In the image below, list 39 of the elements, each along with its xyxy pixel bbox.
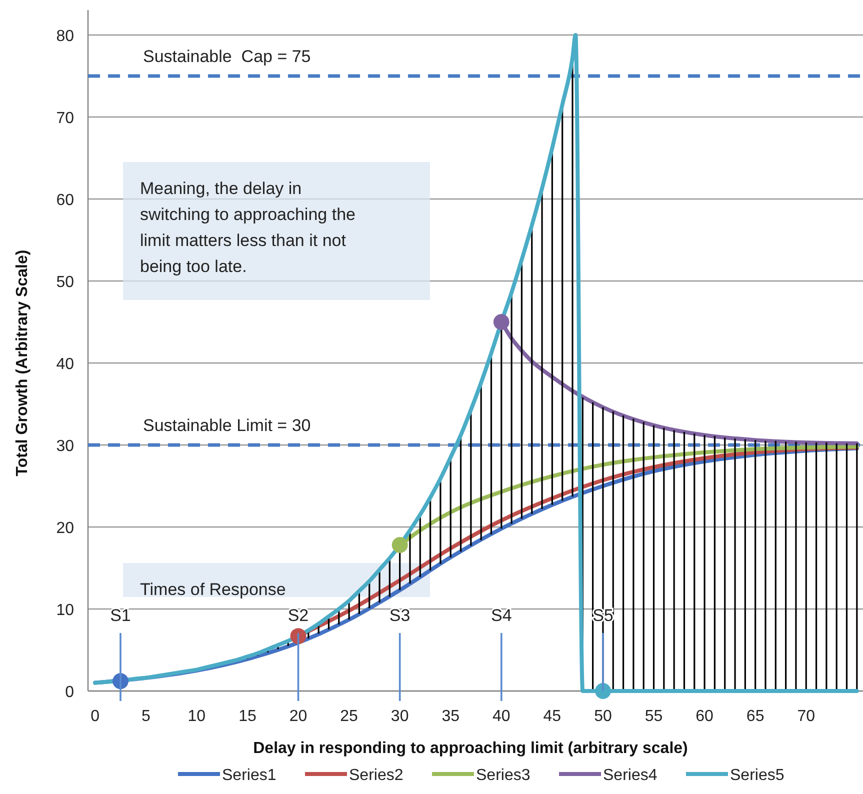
- y-tick-label: 0: [65, 684, 74, 701]
- annotation: Meaning, the delay in switching to approaching the limit matters less than it not being too late.: [140, 179, 356, 276]
- x-tick-label: 20: [289, 708, 308, 725]
- annotation: S3: [389, 606, 410, 625]
- x-tick-label: 60: [696, 708, 714, 725]
- y-tick-label: 70: [56, 110, 74, 127]
- x-tick-label: 45: [543, 708, 562, 725]
- y-tick-label: 20: [56, 520, 74, 537]
- legend-label: Series4: [603, 767, 658, 784]
- x-tick-label: 35: [442, 708, 460, 725]
- annotation: S2: [288, 606, 309, 625]
- y-tick-label: 60: [56, 192, 74, 209]
- x-tick-label: 10: [188, 708, 206, 725]
- y-axis-title: Total Growth (Arbitrary Scale): [14, 250, 31, 476]
- legend-label: Series2: [349, 767, 404, 784]
- x-tick-label: 25: [340, 708, 358, 725]
- annotation: S4: [491, 606, 512, 625]
- y-tick-label: 10: [56, 602, 74, 619]
- annotation: S1: [110, 606, 131, 625]
- x-tick-label: 5: [141, 708, 150, 725]
- legend-label: Series5: [730, 767, 784, 784]
- x-tick-label: 40: [492, 708, 510, 725]
- x-tick-label: 15: [238, 708, 256, 725]
- y-tick-label: 80: [56, 28, 74, 45]
- legend-label: Series3: [476, 767, 530, 784]
- x-tick-label: 55: [644, 708, 663, 725]
- x-axis-title: Delay in responding to approaching limit (arbitrary scale): [253, 740, 688, 757]
- ref-line-label: Sustainable Cap = 75: [143, 47, 311, 66]
- ref-line-label: Sustainable Limit = 30: [143, 416, 311, 435]
- y-tick-label: 40: [56, 356, 74, 373]
- y-tick-label: 30: [56, 438, 74, 455]
- y-tick-label: 50: [56, 274, 74, 291]
- annotation: Times of Response: [140, 580, 286, 599]
- x-tick-label: 65: [746, 708, 764, 725]
- x-tick-label: 50: [594, 708, 612, 725]
- x-tick-label: 30: [390, 708, 409, 725]
- x-tick-label: 70: [797, 708, 816, 725]
- legend-label: Series1: [222, 767, 276, 784]
- x-tick-label: 0: [90, 708, 100, 725]
